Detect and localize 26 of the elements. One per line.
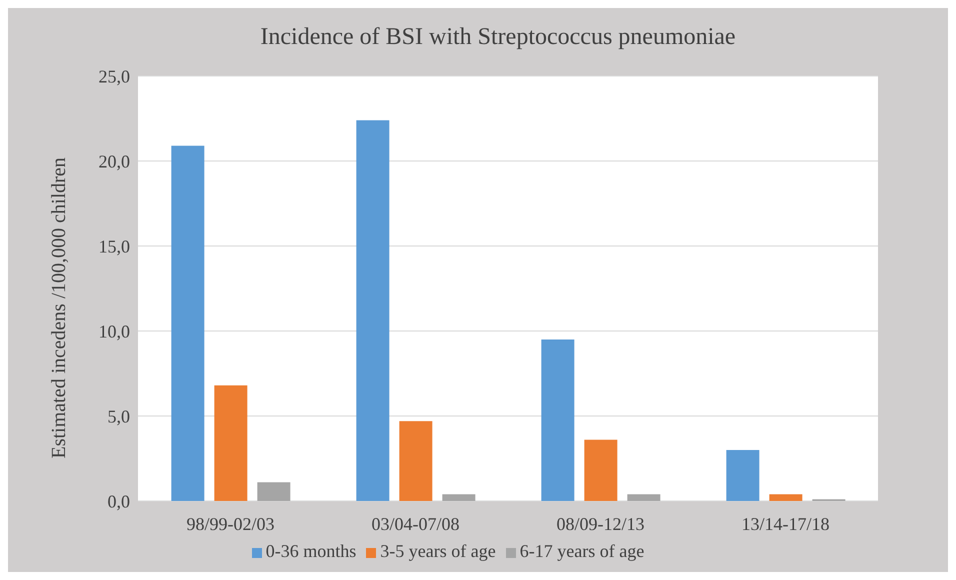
y-tick-label: 5,0	[108, 406, 130, 426]
bar	[442, 494, 476, 501]
x-tick-label: 08/09-12/13	[556, 514, 644, 534]
bar	[399, 421, 432, 501]
bar	[257, 482, 290, 501]
legend-label: 3-5 years of age	[380, 541, 496, 561]
bar	[541, 340, 574, 501]
bar	[769, 494, 802, 501]
bar	[627, 494, 660, 501]
y-tick-label: 10,0	[98, 321, 130, 342]
bar	[356, 120, 390, 501]
legend-label: 0-36 months	[266, 541, 356, 561]
x-tick-label: 98/99-02/03	[186, 514, 274, 534]
y-tick-label: 20,0	[98, 151, 130, 172]
bar	[171, 146, 204, 501]
legend-label: 6-17 years of age	[520, 541, 644, 561]
x-tick-label: 13/14-17/18	[742, 514, 830, 534]
bar	[726, 450, 760, 501]
bar	[214, 385, 248, 501]
x-tick-label: 03/04-07/08	[372, 514, 460, 534]
bar	[584, 440, 618, 501]
y-axis-title: Estimated incedens /100,000 children	[48, 157, 70, 458]
chart-title: Incidence of BSI with Streptococcus pneumoniae	[259, 24, 737, 51]
y-tick-label: 0,0	[108, 491, 130, 512]
y-tick-label: 25,0	[98, 66, 130, 86]
y-tick-label: 15,0	[98, 236, 130, 256]
